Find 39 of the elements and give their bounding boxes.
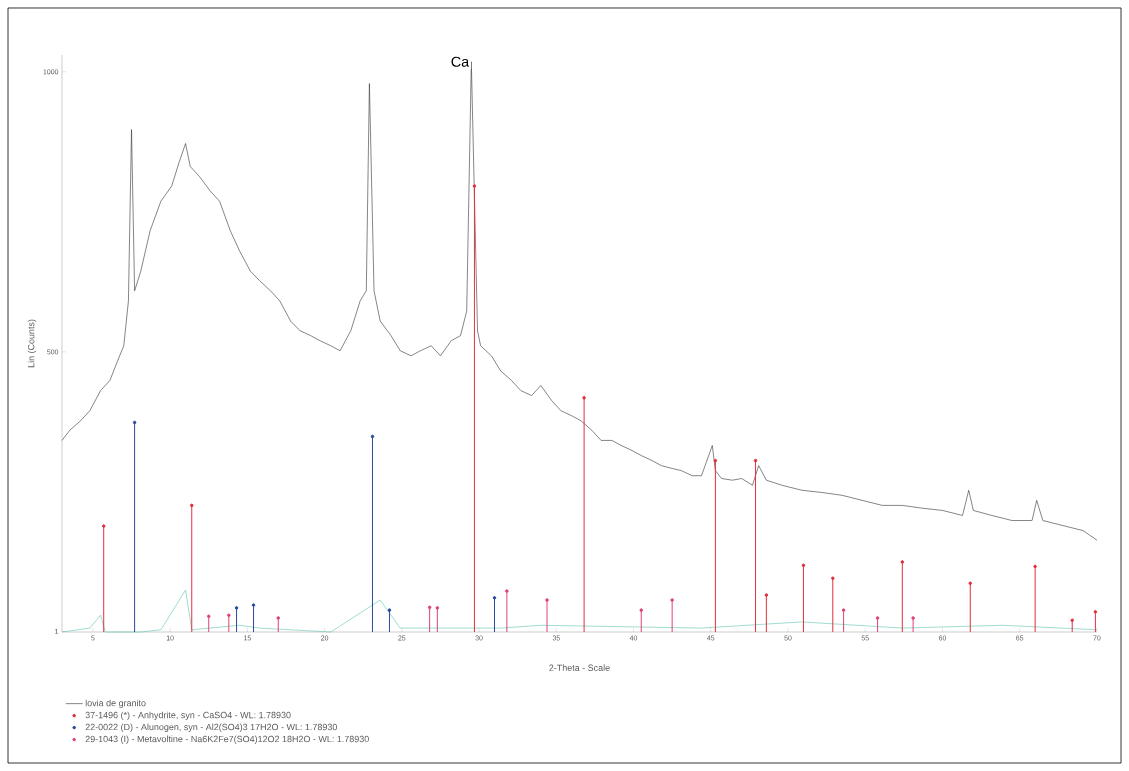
point [189, 503, 194, 508]
point [505, 589, 509, 593]
point [435, 606, 440, 610]
legend-label: lovia de granito [85, 699, 146, 709]
legend-label: 37-1496 (*) - Anhydrite, syn - CaSO4 - WL: 1.78930 [85, 711, 291, 720]
point [639, 608, 644, 612]
point [968, 581, 973, 586]
annotation: Ca [451, 56, 470, 67]
point [1070, 618, 1075, 623]
point [206, 614, 211, 619]
point [753, 458, 758, 463]
point [472, 184, 477, 188]
x-axis-title: 2-Theta - Scale [549, 664, 610, 671]
legend-label: 22-0022 (D) - Alunogen, syn - Al2(SO4)3 17H2O - WL: 1.78930 [85, 723, 337, 732]
point [911, 616, 915, 620]
point [875, 616, 880, 620]
point [492, 596, 497, 600]
point [234, 606, 239, 610]
y-axis-title: Lin (Counts) [27, 319, 37, 368]
point [831, 576, 835, 581]
point [582, 396, 586, 400]
point [427, 605, 432, 610]
legend-label: 29-1043 (I) - Metavoltine - Na6K2Fe7(SO4)12O2 18H2O - WL: 1.78930 [85, 735, 369, 744]
point [132, 420, 137, 425]
point [227, 613, 231, 617]
point [251, 603, 256, 607]
point [101, 524, 106, 528]
point [900, 560, 905, 564]
point [1093, 610, 1098, 614]
point [1033, 564, 1037, 569]
point [370, 434, 375, 439]
point [387, 608, 392, 612]
point [545, 598, 549, 602]
point [276, 616, 281, 620]
point [841, 608, 846, 612]
point [713, 458, 718, 463]
point [670, 598, 674, 602]
point [764, 593, 769, 597]
point [801, 563, 806, 568]
